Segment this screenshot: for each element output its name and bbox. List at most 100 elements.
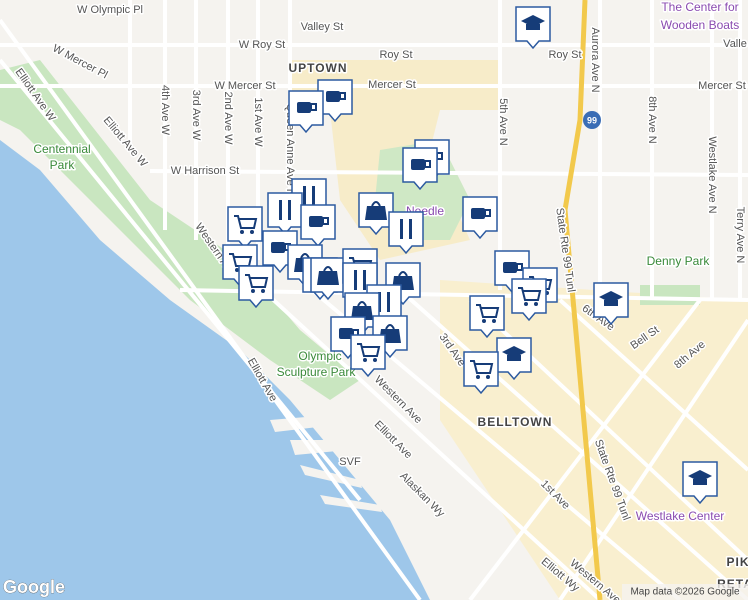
road [0,18,422,600]
icon [357,343,381,357]
street-label: W Mercer St [214,80,275,92]
icon [234,215,258,229]
icon [476,375,480,379]
park-label: Centennial [33,142,90,156]
icon [424,160,431,168]
icon [518,287,542,301]
attribution-bg [622,584,748,600]
icon [235,268,239,272]
icon [339,328,353,339]
icon [484,209,491,217]
map-marker[interactable] [388,211,424,255]
park-label: Olympic [298,349,341,363]
map-marker[interactable] [593,282,629,326]
icon [339,92,346,100]
street-label: 1st Ave W [252,97,264,147]
street-label: Roy St [548,49,581,61]
icon [354,270,357,290]
icon [604,300,618,306]
icon [470,360,494,374]
icon [317,271,339,285]
icon [471,208,485,219]
map-marker[interactable] [462,196,498,240]
icon [312,186,315,206]
icon [526,24,540,30]
shield-bg [583,111,601,129]
poi-label: The Center for [661,0,738,14]
street-label: W Olympic Pl [77,4,143,16]
district-label: PIK [726,555,748,569]
icon [326,91,340,102]
denny-park [640,285,700,305]
street-label: Mercer St [368,79,416,91]
map-marker[interactable] [515,6,551,50]
icon [363,270,366,290]
street-label: Terry Ave N [734,207,746,264]
icon [261,289,265,293]
park-label: Sculpture Park [277,365,357,379]
street-label: 4th Ave W [159,85,171,136]
map-marker[interactable] [511,278,547,322]
icon [297,102,311,113]
icon [503,262,517,273]
marker-pin [388,211,424,255]
map-marker[interactable] [358,192,394,236]
icon [387,292,390,312]
icon [409,219,412,239]
icon [323,266,333,272]
park-label: Denny Park [647,254,711,268]
icon [373,358,377,362]
street-label: Westlake Ave N [706,136,718,213]
icon [693,479,707,485]
poi-label: SVF [339,456,361,468]
poi-label: Westlake Center [636,509,724,523]
icon [322,217,329,225]
map-marker[interactable] [463,351,499,395]
icon [411,159,425,170]
map-marker[interactable] [300,204,336,248]
road [398,288,748,600]
street-label: Valle [723,38,747,50]
icon [245,274,269,288]
icon [288,200,291,220]
highway [562,0,603,600]
icon [363,358,367,362]
icon [309,216,323,227]
attribution: Map data ©2026 Google [630,587,740,598]
icon [365,206,387,220]
icon [482,319,486,323]
icon [279,200,282,220]
map-marker[interactable] [238,265,274,309]
icon [271,242,285,253]
street-label: Roy St [379,49,412,61]
google-logo: Google [3,577,65,597]
icon [534,302,538,306]
district-label: UPTOWN [288,61,347,75]
street-label: 5th Ave N [497,98,509,146]
map-marker[interactable] [469,295,505,339]
icon [250,230,254,234]
map-marker[interactable] [496,337,532,381]
icon [240,230,244,234]
map-marker[interactable] [682,461,718,505]
icon [486,375,490,379]
poi-label: Wooden Boats [661,18,740,32]
icon [385,324,395,330]
map-marker[interactable] [350,334,386,378]
street-label: W Roy St [239,39,285,51]
icon [476,304,500,318]
icon [398,271,408,277]
icon [251,289,255,293]
icon [371,201,381,207]
road [0,58,362,502]
icon [357,301,367,307]
map-marker[interactable] [288,90,324,134]
street-label: 3rd Ave W [190,90,202,141]
icon [524,302,528,306]
road [228,258,602,600]
icon [516,263,523,271]
icon [507,355,521,361]
map-marker[interactable] [402,147,438,191]
icon [300,253,310,259]
